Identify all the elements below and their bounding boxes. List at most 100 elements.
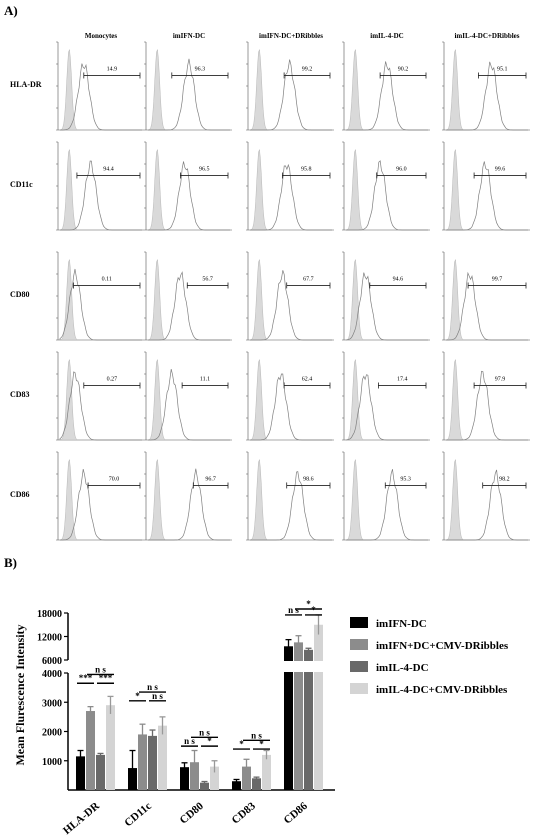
- bar: [252, 778, 261, 790]
- histogram-panel: 56.7: [144, 251, 232, 341]
- legend-swatch: [350, 617, 368, 628]
- significance-label: n s: [288, 605, 299, 615]
- bar: [190, 762, 199, 790]
- y-tick-label: 4000: [42, 669, 62, 680]
- gate-percent: 67.7: [303, 276, 314, 282]
- bar: [138, 734, 147, 790]
- legend-swatch: [350, 639, 368, 650]
- histogram-panel: 96.0: [342, 141, 430, 231]
- histogram-panel: 95.8: [246, 141, 334, 231]
- legend-label: imIFN+DC+CMV-DRibbles: [376, 640, 509, 652]
- significance-label: n s: [184, 736, 195, 746]
- histogram-panel: 90.2: [342, 41, 430, 131]
- y-tick-label: 2000: [42, 728, 62, 739]
- bar: [284, 646, 293, 790]
- y-tick-label: 3000: [42, 698, 62, 709]
- column-title: imIL-4-DC: [370, 32, 404, 40]
- histogram-panel: 94.4: [56, 141, 144, 231]
- row-label: HLA-DR: [10, 80, 42, 89]
- gate-percent: 0.11: [102, 276, 112, 282]
- gate-percent: 97.9: [495, 376, 506, 382]
- histogram-panel: 11.1: [144, 351, 232, 441]
- legend-swatch: [350, 683, 368, 694]
- histogram-panel: 96.5: [144, 141, 232, 231]
- bar: [148, 735, 157, 790]
- gate-percent: 70.0: [109, 476, 120, 482]
- significance-label: *: [259, 739, 264, 749]
- bar: [200, 782, 209, 790]
- bar: [158, 725, 167, 790]
- gate-percent: 94.6: [393, 276, 404, 282]
- x-tick-label: HLA-DR: [61, 799, 103, 835]
- bar-series: [76, 614, 324, 790]
- histogram-panel: 62.4: [246, 351, 334, 441]
- gate-percent: 17.4: [397, 376, 408, 382]
- gate-percent: 98.6: [303, 476, 314, 482]
- legend-swatch: [350, 661, 368, 672]
- histogram-panel: 99.2: [246, 41, 334, 131]
- gate-percent: 0.27: [107, 376, 118, 382]
- gate-percent: 95.8: [301, 166, 312, 172]
- x-tick-label: CD11c: [122, 800, 154, 829]
- significance-label: n s: [152, 691, 163, 701]
- column-title: Monocytes: [84, 32, 118, 40]
- column-title: imIL-4-DC+DRibbles: [454, 32, 520, 40]
- gate-percent: 56.7: [202, 276, 213, 282]
- histogram-panel: 99.7: [442, 251, 530, 341]
- row-label: CD83: [10, 390, 30, 399]
- histogram-panel: 14.9: [56, 41, 144, 131]
- gate-percent: 99.6: [495, 166, 506, 172]
- legend-label: imIFN-DC: [376, 618, 427, 630]
- significance-label: n s: [95, 664, 106, 674]
- bar: [304, 649, 313, 790]
- gate-percent: 96.3: [195, 66, 206, 72]
- bar: [232, 781, 241, 790]
- bar: [180, 767, 189, 790]
- gate-percent: 94.4: [103, 166, 114, 172]
- gate-percent: 90.2: [398, 66, 409, 72]
- bar: [106, 705, 115, 790]
- histogram-panel: 95.1: [442, 41, 530, 131]
- histogram-panel: 95.3: [342, 451, 430, 541]
- histogram-panel: 70.0: [56, 451, 144, 541]
- mfi-bar-chart: Mean Flurescence Intensity 1000 2000 3000 4…: [13, 599, 509, 835]
- histogram-panel: 67.7: [246, 251, 334, 341]
- significance-label: *: [135, 691, 140, 701]
- significance-label: *: [207, 736, 212, 746]
- gate-percent: 95.1: [497, 66, 508, 72]
- gate-percent: 62.4: [302, 376, 313, 382]
- column-title: imIFN-DC: [172, 32, 206, 40]
- gate-percent: 96.0: [396, 166, 407, 172]
- column-title: imIFN-DC+DRibbles: [259, 32, 323, 40]
- bar: [76, 756, 85, 790]
- histogram-panel: 99.6: [442, 141, 530, 231]
- x-tick-label: CD86: [282, 800, 311, 827]
- bar: [242, 766, 251, 790]
- histogram-panel: 17.4: [342, 351, 430, 441]
- x-axis-labels: HLA-DR CD11c CD80 CD83 CD86: [61, 799, 310, 835]
- histogram-panel: 96.7: [144, 451, 232, 541]
- histogram-panel: 0.11: [56, 251, 144, 341]
- bar: [210, 766, 219, 790]
- panel-b-label: B): [4, 555, 17, 570]
- row-label: CD86: [10, 490, 30, 499]
- gate-percent: 11.1: [200, 376, 210, 382]
- row-label: CD80: [10, 290, 30, 299]
- gate-percent: 99.7: [492, 276, 503, 282]
- y-tick-label: 12000: [37, 633, 62, 644]
- significance-label: n s: [199, 727, 210, 737]
- y-tick-label: 6000: [42, 656, 62, 667]
- significance-label: n s: [147, 682, 158, 692]
- legend-label: imIL-4-DC+CMV-DRibbles: [376, 684, 508, 696]
- significance-label: *: [239, 739, 244, 749]
- bar: [96, 754, 105, 790]
- gate-percent: 96.5: [199, 166, 210, 172]
- significance-label: *: [311, 605, 316, 615]
- significance-annotations: *** ***n s* n sn sn s *n s* *n sn s **: [77, 599, 322, 750]
- row-label: CD11c: [10, 180, 33, 189]
- gate-percent: 95.3: [400, 476, 411, 482]
- y-tick-label: 18000: [37, 609, 62, 620]
- bar: [294, 642, 303, 790]
- y-tick-label: 1000: [42, 757, 62, 768]
- histogram-panel: 97.9: [442, 351, 530, 441]
